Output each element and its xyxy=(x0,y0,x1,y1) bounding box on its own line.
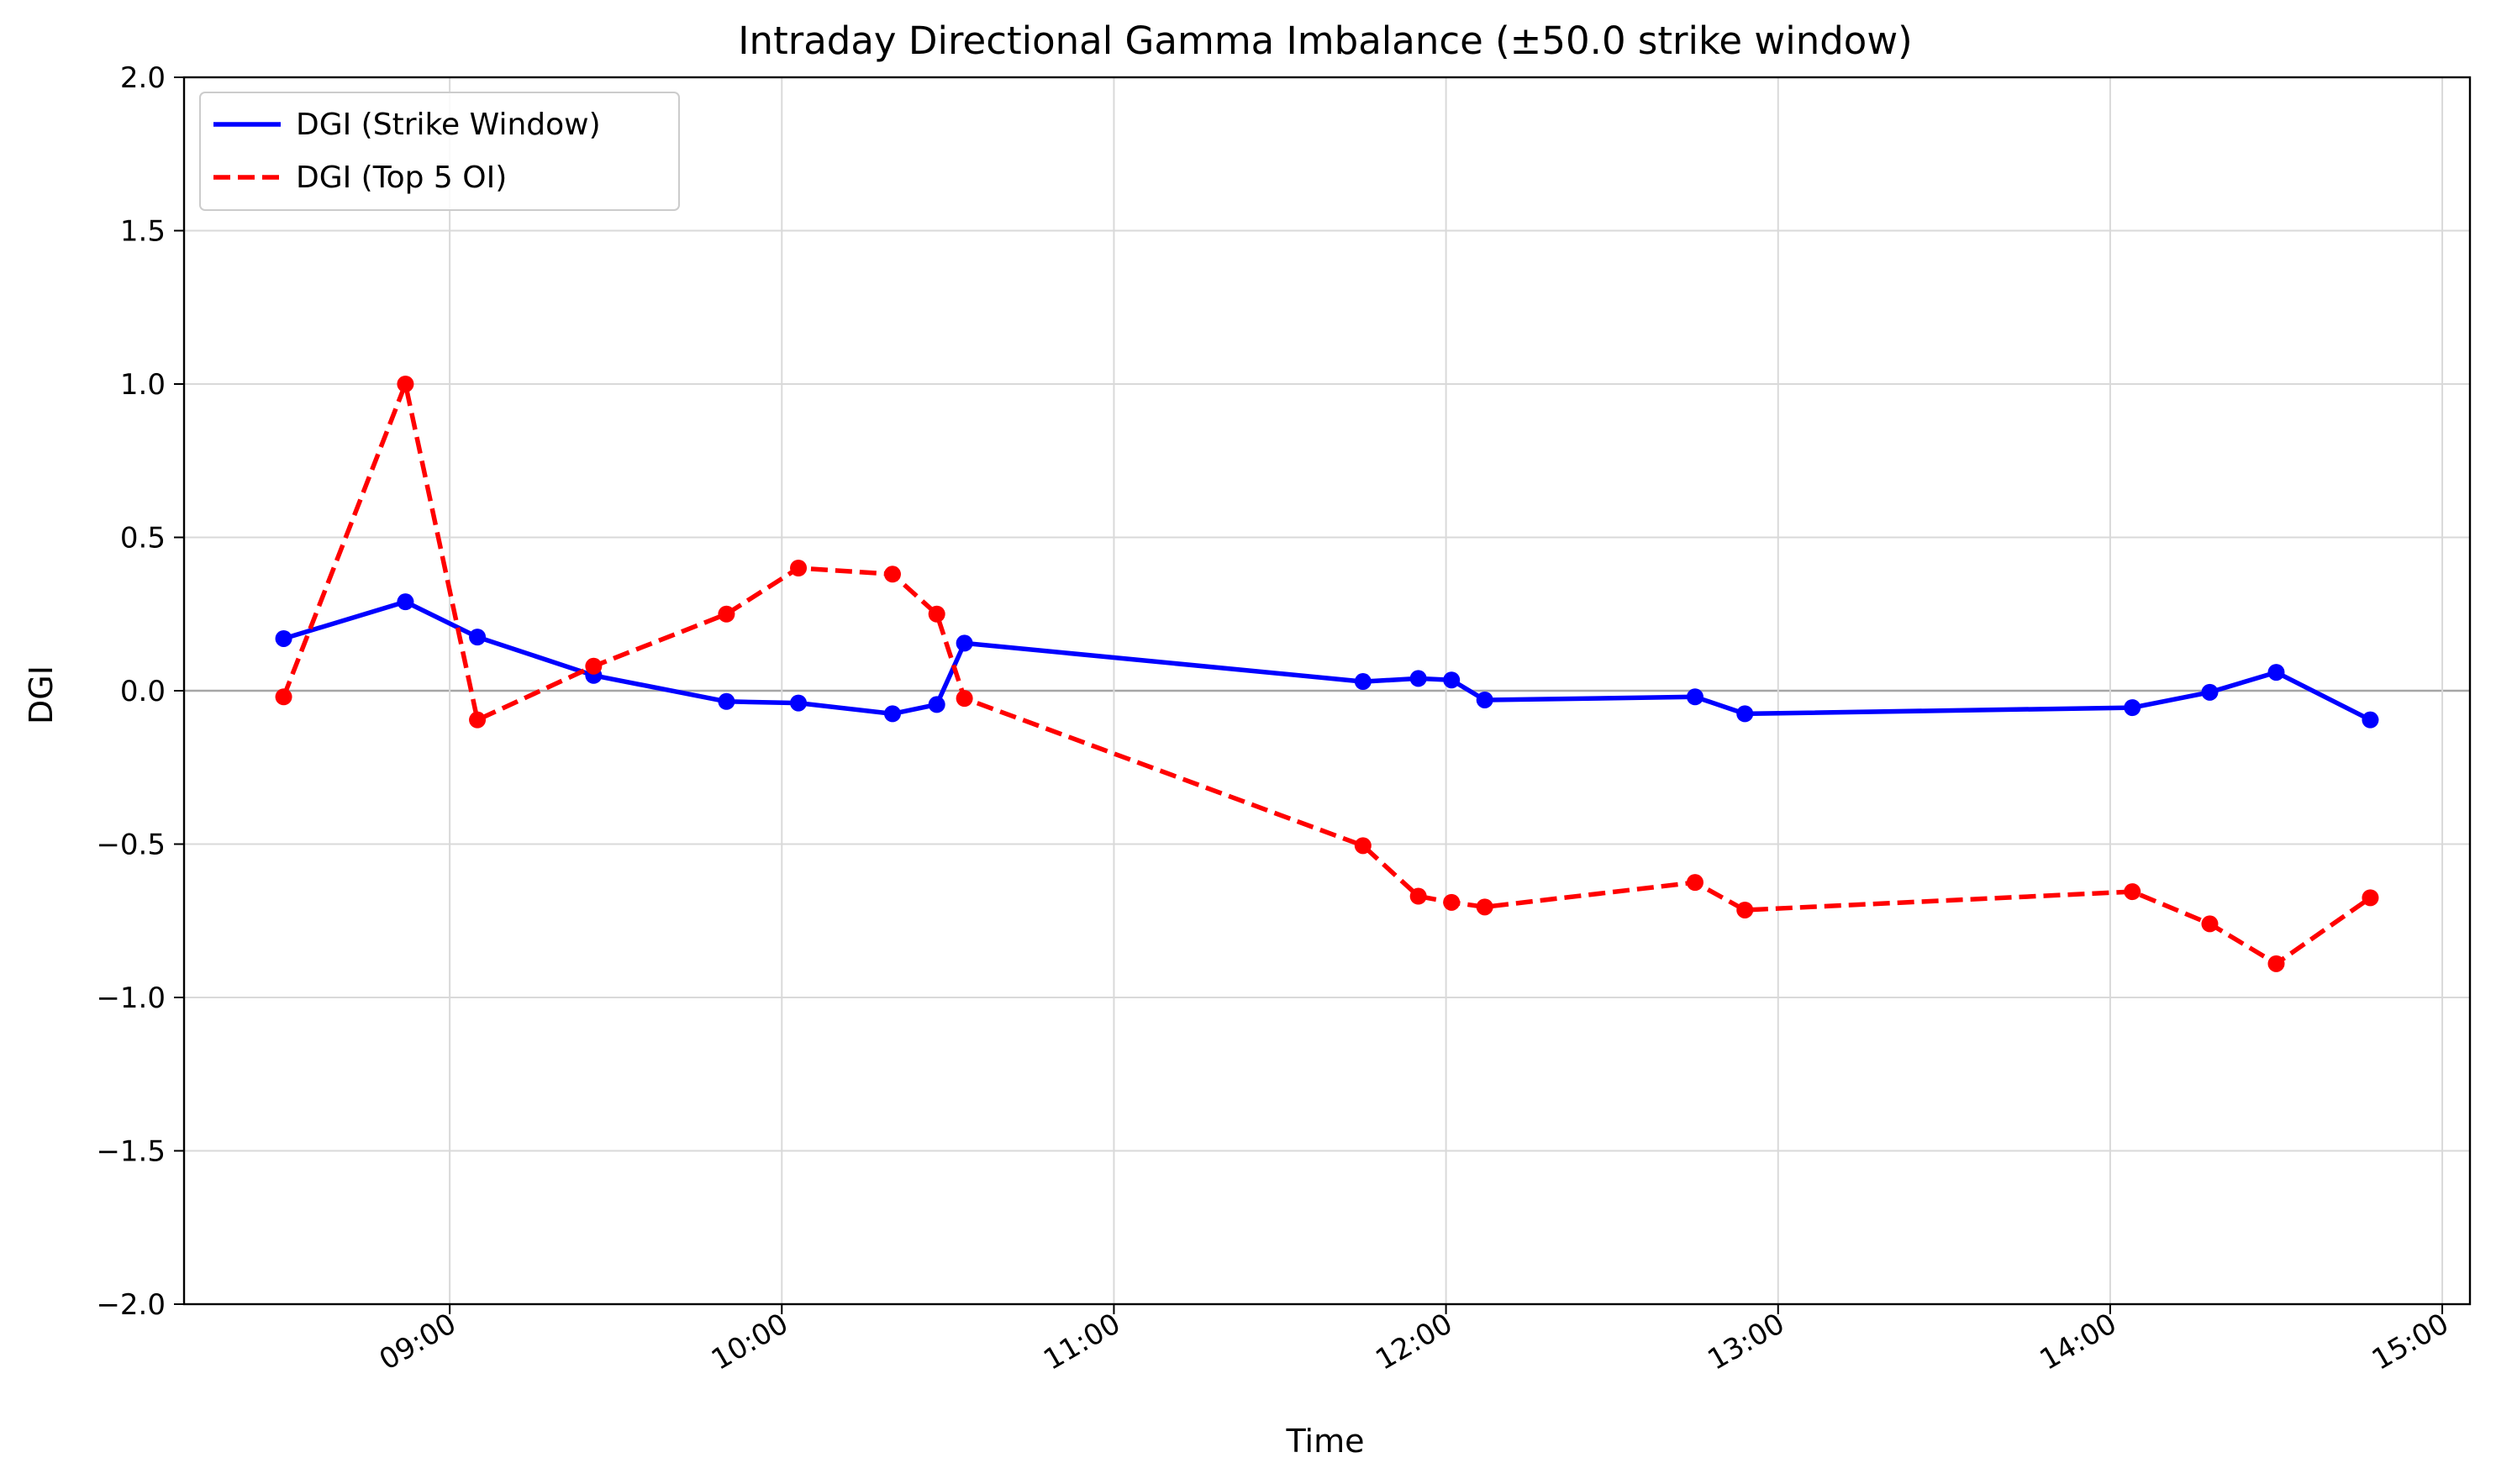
data-point xyxy=(2124,699,2141,717)
x-tick-label: 15:00 xyxy=(2367,1307,2455,1377)
data-point xyxy=(1686,688,1703,706)
x-tick-label: 11:00 xyxy=(1038,1307,1126,1377)
chart-title: Intraday Directional Gamma Imbalance (±5… xyxy=(738,18,1912,63)
y-tick-label: 2.0 xyxy=(120,61,166,95)
y-tick-label: 0.0 xyxy=(120,675,166,708)
data-point xyxy=(469,629,487,646)
data-point xyxy=(1443,671,1461,689)
series-1 xyxy=(275,593,2379,729)
plot-frame xyxy=(182,76,2472,1306)
grid xyxy=(184,76,2470,1305)
series-layer xyxy=(275,376,2379,972)
data-point xyxy=(2201,683,2219,701)
data-point xyxy=(718,692,735,710)
y-axis-ticks: 2.0 1.5 1.0 0.5 0.0 −0.5 −1.0 −1.5 −2.0 xyxy=(96,61,184,1322)
x-tick-label: 14:00 xyxy=(2035,1307,2123,1377)
data-point xyxy=(1476,691,1493,708)
legend-label: DGI (Strike Window) xyxy=(296,108,601,142)
data-point xyxy=(275,629,292,647)
series-2 xyxy=(275,376,2379,972)
y-axis-title: DGI xyxy=(23,666,60,724)
data-point xyxy=(718,605,735,623)
data-point xyxy=(956,634,973,652)
y-tick-label: 0.5 xyxy=(120,522,166,555)
data-point xyxy=(1409,670,1427,687)
data-point xyxy=(1736,901,1754,918)
data-point xyxy=(585,657,603,675)
data-point xyxy=(2362,711,2379,729)
data-point xyxy=(1354,837,1372,855)
legend-label: DGI (Top 5 OI) xyxy=(296,161,507,195)
legend: DGI (Strike Window) DGI (Top 5 OI) xyxy=(199,92,680,211)
data-point xyxy=(275,688,292,706)
y-tick-label: 1.0 xyxy=(120,368,166,402)
x-tick-label: 09:00 xyxy=(374,1307,462,1377)
data-point xyxy=(1686,874,1703,892)
data-point xyxy=(397,593,414,611)
data-point xyxy=(1409,887,1427,905)
y-tick-label: −0.5 xyxy=(96,829,166,862)
y-tick-label: −1.0 xyxy=(96,981,166,1015)
data-point xyxy=(1443,893,1461,911)
data-point xyxy=(884,705,902,723)
data-point xyxy=(2201,915,2219,933)
x-tick-label: 13:00 xyxy=(1702,1307,1790,1377)
x-tick-label: 10:00 xyxy=(706,1307,794,1377)
data-point xyxy=(790,694,808,712)
data-point xyxy=(2267,955,2285,972)
data-point xyxy=(1476,898,1493,916)
data-point xyxy=(956,690,973,708)
y-tick-label: −1.5 xyxy=(96,1135,166,1169)
data-point xyxy=(790,560,808,576)
x-axis-title: Time xyxy=(1286,1423,1365,1460)
data-point xyxy=(928,696,945,713)
data-point xyxy=(928,605,945,623)
data-point xyxy=(2362,889,2379,907)
x-tick-label: 12:00 xyxy=(1370,1307,1458,1377)
x-axis-ticks: 09:00 10:00 11:00 12:00 13:00 14:00 15:00 xyxy=(374,1304,2455,1377)
data-point xyxy=(884,566,902,583)
data-point xyxy=(397,376,414,392)
data-point xyxy=(1736,705,1754,723)
data-point xyxy=(2124,883,2141,901)
data-point xyxy=(469,711,487,729)
y-tick-label: −2.0 xyxy=(96,1288,166,1322)
data-point xyxy=(2267,664,2285,681)
y-tick-label: 1.5 xyxy=(120,215,166,249)
data-point xyxy=(1354,673,1372,691)
legend-box xyxy=(199,92,680,211)
